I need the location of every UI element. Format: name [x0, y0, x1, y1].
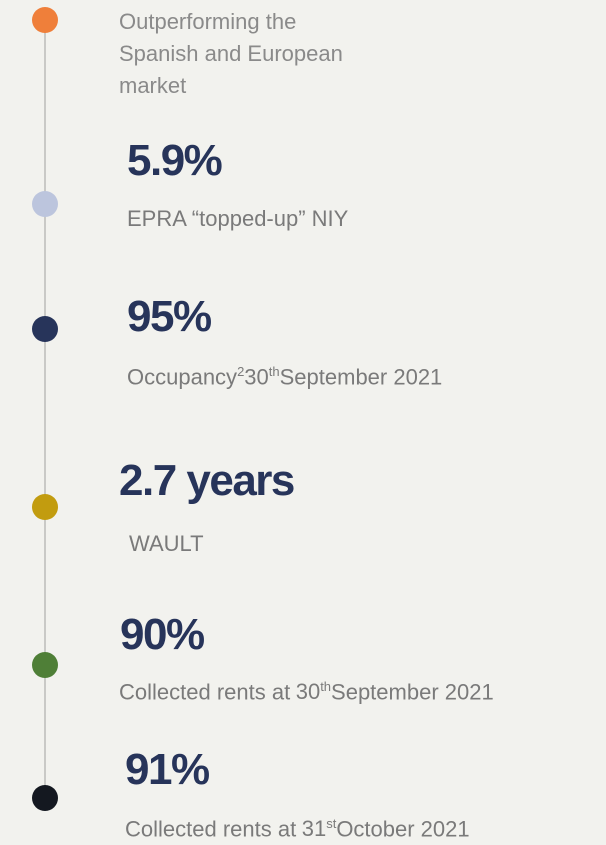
timeline-dot	[32, 785, 58, 811]
metric-description: Collected rents at 31stOctober 2021	[125, 816, 470, 842]
metric-description: EPRA “topped-up” NIY	[127, 206, 348, 232]
text: 30	[295, 679, 321, 705]
text: October 2021	[336, 816, 470, 842]
intro-line: Spanish and European	[119, 41, 343, 66]
text: EPRA “topped-up” NIY	[127, 206, 349, 231]
timeline-line	[44, 20, 46, 800]
metric-description: WAULT	[129, 531, 204, 557]
timeline-dot	[32, 7, 58, 33]
metric-value: 91%	[125, 745, 210, 794]
metric-value: 90%	[120, 610, 205, 659]
text: September 2021	[331, 679, 494, 705]
intro-line: Outperforming the	[119, 9, 297, 34]
text: Collected rents at	[125, 816, 297, 842]
superscript: th	[320, 679, 332, 694]
timeline-dot	[32, 652, 58, 678]
text: 30	[244, 364, 269, 390]
superscript: 2	[237, 364, 245, 379]
intro-line: market	[119, 73, 187, 98]
timeline-dot	[32, 494, 58, 520]
text: Occupancy	[127, 364, 238, 390]
text: September 2021	[279, 364, 443, 390]
intro: Outperforming the Spanish and European mar…	[119, 6, 343, 102]
metric-value: 95%	[127, 292, 212, 341]
metric-value: 2.7 years	[119, 456, 295, 505]
superscript: st	[326, 816, 337, 831]
metric-value: 5.9%	[127, 136, 223, 185]
text: WAULT	[129, 531, 204, 556]
text: Collected rents at	[119, 679, 291, 705]
metric-description: Collected rents at 30thSeptember 2021	[119, 679, 494, 705]
timeline-dot	[32, 191, 58, 217]
text: 31	[301, 816, 327, 842]
metric-description: Occupancy230thSeptember 2021	[127, 364, 442, 390]
superscript: th	[268, 364, 280, 379]
timeline-dot	[32, 316, 58, 342]
